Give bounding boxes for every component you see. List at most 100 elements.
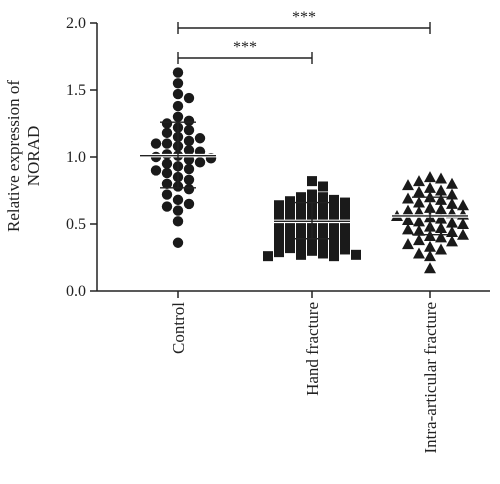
data-point-square (274, 209, 284, 220)
data-point-square (329, 232, 339, 243)
data-point-triangle (457, 218, 469, 229)
data-point-square (329, 251, 339, 262)
data-point-triangle (424, 171, 436, 183)
data-point-triangle (446, 177, 458, 189)
data-point-square (285, 224, 295, 235)
data-point-circle (183, 198, 195, 210)
data-point-triangle (435, 193, 447, 205)
data-point-triangle (435, 172, 447, 184)
data-point-triangle (424, 240, 436, 252)
mean-sd-bars (140, 121, 468, 240)
data-point-square (296, 212, 306, 223)
data-point-circle (150, 138, 162, 149)
data-point-triangle (424, 230, 436, 242)
y-tick-label: 0.5 (66, 216, 86, 233)
data-point-triangle (457, 208, 469, 220)
data-point-square (340, 206, 350, 217)
data-point-square (318, 192, 328, 203)
data-point-circle (183, 125, 195, 136)
y-axis: 0.0 0.5 1.0 1.5 2.0 (66, 15, 490, 300)
data-point-square (340, 235, 350, 246)
data-point-triangle (457, 228, 469, 240)
data-point-triangle (402, 204, 414, 216)
data-point-triangle (446, 216, 458, 228)
data-point-square (351, 249, 361, 260)
data-point-triangle (424, 262, 436, 274)
x-category-label: Intra-articular fracture (421, 302, 440, 453)
data-point-square (307, 176, 317, 187)
y-axis-title: Relative expression of NORAD (4, 80, 43, 232)
data-point-square (340, 225, 350, 236)
data-point-circle (183, 174, 195, 185)
data-point-square (318, 248, 328, 259)
data-point-circle (172, 78, 184, 89)
data-point-square (340, 244, 350, 255)
data-point-triangle (402, 238, 414, 250)
data-point-triangle (413, 205, 425, 217)
data-point-square (274, 247, 284, 258)
x-axis-category-labels: Control Hand fracture Intra-articular frac… (169, 302, 440, 454)
data-point-triangle (402, 213, 414, 225)
data-point-square (274, 237, 284, 248)
data-point-square (285, 243, 295, 254)
data-point-triangle (435, 243, 447, 255)
data-point-circle (172, 194, 184, 206)
data-point-square (329, 194, 339, 205)
y-tick-label: 2.0 (66, 15, 86, 32)
data-point-triangle (435, 212, 447, 224)
data-point-triangle (413, 234, 425, 246)
data-point-triangle (413, 175, 425, 187)
data-point-triangle (413, 185, 425, 197)
data-point-square (329, 213, 339, 224)
data-point-circle (172, 111, 184, 123)
data-point-circle (183, 92, 195, 104)
data-point-circle (183, 115, 195, 127)
data-point-square (285, 233, 295, 244)
data-point-circle (172, 205, 184, 216)
data-point-circle (183, 163, 195, 175)
data-point-circle (194, 133, 206, 144)
data-point-triangle (402, 179, 414, 191)
x-category-label: Hand fracture (303, 302, 322, 396)
data-point-triangle (435, 222, 447, 234)
data-point-circle (161, 167, 173, 179)
data-point-circle (172, 88, 184, 100)
data-point-circle (172, 216, 184, 227)
data-point-triangle (435, 184, 447, 196)
significance-label: *** (292, 9, 316, 26)
data-point-triangle (446, 235, 458, 247)
data-point-square (329, 241, 339, 252)
data-point-circle (172, 100, 184, 112)
data-point-square (318, 220, 328, 231)
data-point-square (285, 205, 295, 216)
data-point-square (329, 223, 339, 234)
data-point-triangle (435, 203, 447, 215)
data-point-square (318, 229, 328, 240)
data-point-square (274, 228, 284, 239)
data-point-circle (172, 67, 184, 78)
data-point-triangle (435, 231, 447, 243)
data-point-circle (150, 165, 162, 176)
data-point-square (296, 240, 306, 251)
data-point-circle (183, 135, 195, 147)
data-point-square (307, 245, 317, 256)
data-point-square (274, 200, 284, 211)
data-point-circle (161, 201, 173, 212)
significance-label: *** (233, 39, 257, 56)
data-point-triangle (413, 215, 425, 227)
data-point-circle (161, 127, 173, 139)
data-point-square (318, 201, 328, 212)
data-point-circle (172, 237, 184, 248)
data-point-square (296, 221, 306, 232)
y-axis-title-line-1: Relative expression of (4, 80, 23, 232)
data-point-circle (161, 138, 173, 149)
data-point-square (318, 239, 328, 250)
y-tick-label: 1.0 (66, 149, 86, 166)
data-point-square (318, 210, 328, 221)
data-point-triangle (446, 188, 458, 200)
data-point-circle (161, 189, 173, 200)
data-point-triangle (446, 226, 458, 238)
data-point-triangle (402, 223, 414, 235)
data-point-circle (194, 157, 206, 168)
data-point-circle (161, 118, 173, 129)
